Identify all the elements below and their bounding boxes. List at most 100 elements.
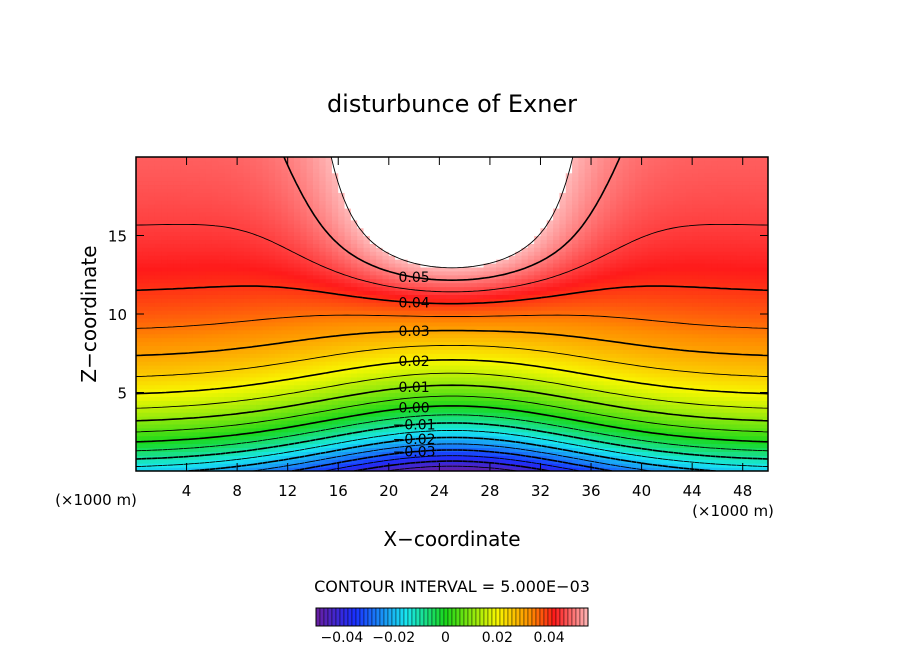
field-cell bbox=[401, 235, 409, 241]
field-cell bbox=[325, 361, 333, 366]
field-cell bbox=[496, 192, 504, 197]
field-cell bbox=[180, 412, 188, 417]
field-cell bbox=[445, 392, 453, 398]
field-cell bbox=[350, 274, 358, 280]
field-cell bbox=[470, 164, 478, 170]
field-cell bbox=[173, 321, 181, 327]
field-cell bbox=[521, 200, 529, 205]
field-cell bbox=[300, 160, 308, 166]
field-cell bbox=[464, 164, 472, 170]
field-cell bbox=[458, 298, 466, 303]
field-cell bbox=[319, 416, 327, 421]
field-cell bbox=[401, 400, 409, 405]
field-cell bbox=[154, 294, 162, 299]
field-cell bbox=[470, 227, 478, 233]
field-cell bbox=[281, 282, 289, 288]
field-cell bbox=[401, 243, 409, 248]
field-cell bbox=[211, 274, 219, 280]
field-cell bbox=[249, 208, 257, 213]
field-cell bbox=[382, 427, 390, 433]
field-cell bbox=[363, 176, 371, 182]
field-cell bbox=[300, 227, 308, 233]
field-cell bbox=[287, 270, 295, 276]
field-cell bbox=[388, 164, 396, 170]
field-cell bbox=[382, 251, 390, 256]
field-cell bbox=[142, 243, 150, 248]
field-cell bbox=[237, 168, 245, 174]
field-cell bbox=[173, 274, 181, 280]
field-cell bbox=[489, 396, 497, 401]
field-cell bbox=[186, 294, 194, 299]
field-cell bbox=[407, 427, 415, 433]
field-cell bbox=[496, 337, 504, 343]
field-cell bbox=[521, 235, 529, 241]
field-cell bbox=[249, 243, 257, 248]
field-cell bbox=[237, 239, 245, 244]
field-cell bbox=[470, 239, 478, 244]
field-cell bbox=[452, 215, 459, 221]
field-cell bbox=[281, 188, 289, 193]
field-cell bbox=[496, 235, 504, 241]
field-cell bbox=[249, 188, 257, 193]
field-cell bbox=[496, 259, 504, 264]
field-cell bbox=[256, 196, 263, 201]
field-cell bbox=[287, 451, 295, 456]
field-cell bbox=[338, 259, 346, 264]
field-cell bbox=[496, 365, 504, 370]
field-cell bbox=[477, 302, 485, 307]
field-cell bbox=[470, 282, 478, 288]
field-cell bbox=[452, 349, 459, 354]
field-cell bbox=[464, 278, 472, 284]
field-cell bbox=[464, 200, 472, 205]
field-cell bbox=[395, 349, 403, 354]
field-cell bbox=[445, 164, 453, 170]
field-cell bbox=[483, 306, 491, 311]
field-cell bbox=[527, 372, 535, 378]
field-cell bbox=[496, 168, 504, 174]
field-cell bbox=[464, 215, 472, 221]
field-cell bbox=[142, 451, 150, 456]
field-cell bbox=[136, 208, 143, 213]
field-cell bbox=[477, 180, 485, 186]
field-cell bbox=[136, 467, 143, 471]
field-cell bbox=[483, 341, 491, 346]
field-cell bbox=[483, 223, 491, 229]
field-cell bbox=[401, 255, 409, 260]
field-cell bbox=[186, 384, 194, 390]
field-cell bbox=[452, 423, 459, 429]
field-cell bbox=[161, 294, 169, 299]
field-cell bbox=[331, 262, 339, 268]
field-cell bbox=[167, 192, 175, 197]
field-cell bbox=[414, 239, 421, 244]
field-cell bbox=[249, 337, 257, 343]
field-cell bbox=[350, 192, 358, 197]
field-cell bbox=[401, 219, 409, 225]
field-cell bbox=[350, 380, 358, 386]
field-cell bbox=[167, 196, 175, 201]
field-cell bbox=[268, 353, 276, 358]
field-cell bbox=[142, 306, 150, 311]
field-cell bbox=[407, 345, 415, 350]
field-cell bbox=[382, 208, 390, 213]
field-cell bbox=[363, 200, 371, 205]
field-cell bbox=[249, 392, 257, 398]
field-cell bbox=[243, 157, 251, 162]
field-cell bbox=[376, 365, 384, 370]
field-cell bbox=[452, 192, 459, 197]
field-cell bbox=[294, 160, 301, 166]
field-cell bbox=[294, 164, 301, 170]
field-cell bbox=[395, 259, 403, 264]
field-cell bbox=[148, 376, 156, 382]
field-cell bbox=[294, 459, 301, 464]
field-cell bbox=[452, 317, 459, 323]
field-cell bbox=[243, 396, 251, 401]
field-cell bbox=[470, 467, 478, 471]
field-cell bbox=[268, 463, 276, 468]
field-cell bbox=[470, 372, 478, 378]
field-cell bbox=[148, 423, 156, 429]
field-cell bbox=[502, 365, 510, 370]
field-cell bbox=[275, 435, 282, 441]
field-cell bbox=[502, 282, 510, 288]
field-cell bbox=[281, 176, 289, 182]
field-cell bbox=[300, 451, 308, 456]
